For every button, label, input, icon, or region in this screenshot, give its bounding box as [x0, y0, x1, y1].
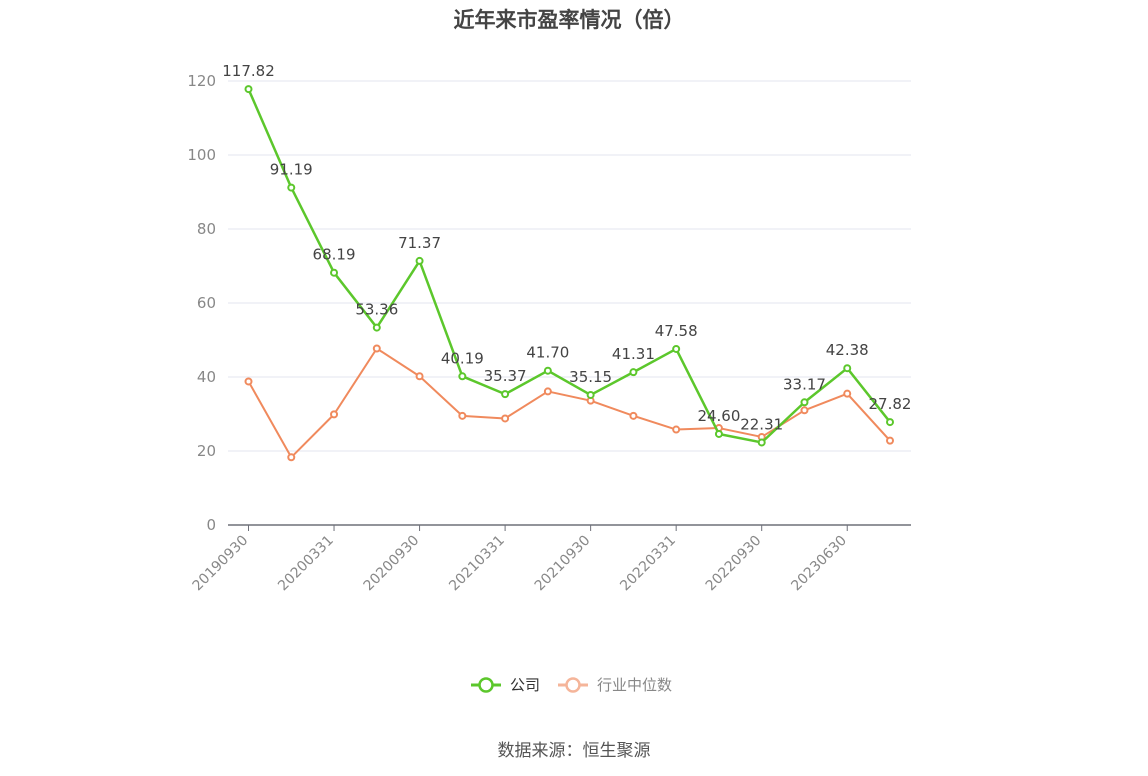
data-point [672, 425, 681, 434]
data-label: 35.15 [569, 368, 612, 386]
data-point [244, 85, 253, 94]
data-label: 53.36 [355, 301, 398, 319]
data-point [629, 411, 638, 420]
data-point [714, 429, 723, 438]
data-label: 33.17 [783, 375, 826, 393]
data-point [629, 368, 638, 377]
y-tick-label: 100 [187, 146, 216, 164]
legend-marker [565, 677, 581, 693]
data-point [672, 344, 681, 353]
data-point [287, 453, 296, 462]
data-label: 41.70 [526, 344, 569, 362]
data-point [415, 256, 424, 265]
data-point [501, 414, 510, 423]
data-label: 117.82 [222, 62, 275, 80]
data-point [843, 389, 852, 398]
series-layer [244, 85, 894, 462]
data-point [886, 436, 894, 445]
legend-marker [478, 677, 494, 693]
grid-layer [228, 80, 911, 452]
axis-layer: 0 20 40 60 80 100 120 20190930 20200331 20200930 2… [187, 72, 911, 594]
chart-title: 近年来市盈率情况（倍） [453, 8, 685, 32]
y-tick-label: 80 [197, 220, 216, 238]
data-point [372, 323, 381, 332]
data-point [501, 390, 510, 399]
data-source: 数据来源：恒生聚源 [497, 741, 651, 761]
x-tick-label: 20200930 [361, 533, 423, 595]
data-label: 42.38 [826, 341, 869, 359]
data-point [843, 364, 852, 373]
data-point [543, 387, 552, 396]
legend[interactable]: 公司 行业中位数 [471, 676, 672, 694]
data-point [458, 372, 467, 381]
y-tick-label: 120 [187, 72, 216, 90]
data-point [330, 410, 339, 419]
x-tick-label: 20220930 [703, 533, 765, 595]
data-label: 27.82 [869, 395, 912, 413]
data-label: 22.31 [740, 415, 783, 433]
data-point [458, 411, 467, 420]
legend-label: 公司 [510, 676, 540, 694]
legend-item-company[interactable]: 公司 [471, 676, 540, 694]
data-point [886, 418, 894, 427]
x-tick-label: 20210930 [532, 533, 594, 595]
y-tick-label: 20 [197, 442, 216, 460]
data-point [372, 344, 381, 353]
data-point [287, 183, 296, 192]
data-label: 41.31 [612, 345, 655, 363]
data-point [757, 438, 766, 447]
y-tick-label: 0 [206, 516, 216, 534]
data-point [543, 366, 552, 375]
data-label: 68.19 [313, 246, 356, 264]
legend-label: 行业中位数 [597, 676, 672, 694]
x-tick-label: 20210331 [446, 533, 508, 595]
x-tick-label: 20200331 [275, 533, 337, 595]
x-tick-label: 20190930 [190, 533, 252, 595]
y-tick-label: 40 [197, 368, 216, 386]
x-tick-label: 20220331 [617, 533, 679, 595]
data-point [800, 406, 809, 415]
data-label: 35.37 [484, 367, 527, 385]
data-label: 24.60 [697, 407, 740, 425]
data-point [330, 268, 339, 277]
data-label: 71.37 [398, 234, 441, 252]
y-tick-label: 60 [197, 294, 216, 312]
series-line-company [247, 88, 891, 444]
data-label: 47.58 [655, 322, 698, 340]
series-line-industry-median [247, 347, 891, 459]
x-tick-label: 20230630 [788, 533, 850, 595]
data-point [415, 372, 424, 381]
data-point [586, 390, 595, 399]
data-point [244, 377, 253, 386]
data-point [800, 398, 809, 407]
data-label: 40.19 [441, 349, 484, 367]
data-label: 91.19 [270, 161, 313, 179]
legend-item-industry-median[interactable]: 行业中位数 [558, 676, 672, 694]
